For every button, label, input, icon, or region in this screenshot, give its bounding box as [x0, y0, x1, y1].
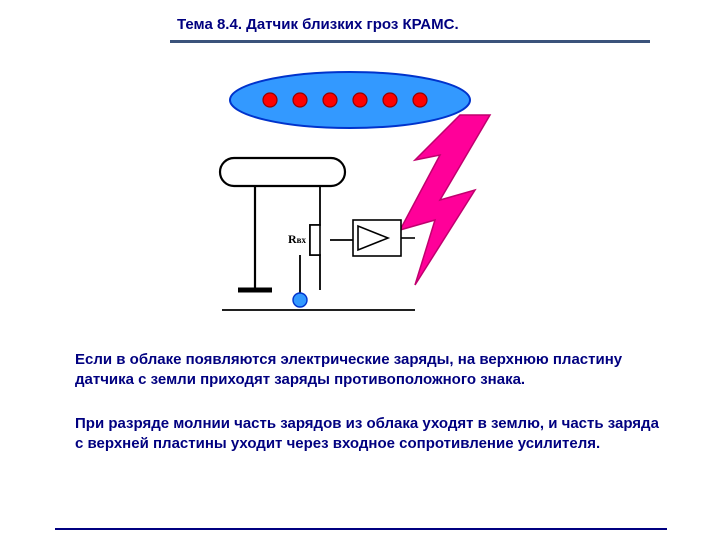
- slide: Тема 8.4. Датчик близких гроз КРАМС. Rвх…: [0, 0, 720, 540]
- resistor-label: Rвх: [288, 232, 306, 247]
- paragraph-2: При разряде молнии часть зарядов из обла…: [75, 414, 665, 455]
- slide-title: Тема 8.4. Датчик близких гроз КРАМС.: [177, 16, 657, 33]
- resistor-label-main: R: [288, 232, 297, 246]
- title-underline: [170, 40, 650, 43]
- footer-rule: [55, 528, 667, 530]
- paragraph-1: Если в облаке появляются электрические з…: [75, 350, 665, 391]
- sensor-diagram: Rвх: [200, 60, 540, 320]
- diagram-svg: [200, 60, 540, 320]
- resistor-label-sub: вх: [297, 235, 306, 245]
- title-row: Тема 8.4. Датчик близких гроз КРАМС.: [177, 16, 657, 33]
